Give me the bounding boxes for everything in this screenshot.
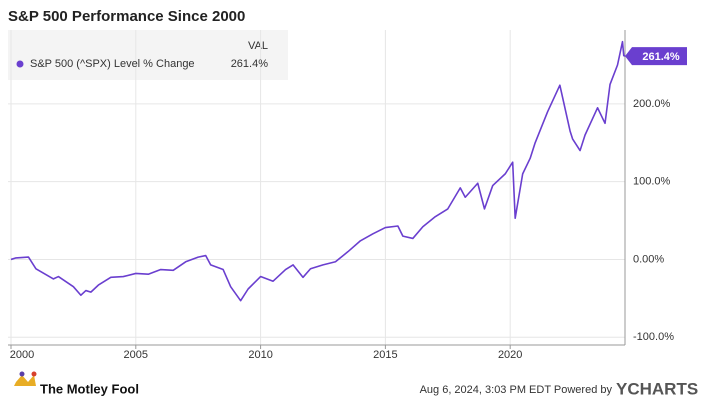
legend-marker [16, 60, 24, 68]
source: YCHARTS [616, 379, 698, 398]
x-tick-label: 2020 [498, 349, 522, 361]
y-tick-label: 200.0% [633, 98, 671, 110]
logo-bell [31, 371, 37, 377]
legend-box [8, 30, 288, 80]
x-tick-label: 2000 [10, 349, 34, 361]
legend-header: VAL [248, 40, 268, 52]
logo-text: The Motley Fool [40, 381, 139, 396]
y-tick-label: -100.0% [633, 331, 674, 343]
logo-bell [19, 371, 25, 377]
logo-icon [14, 371, 37, 386]
series-line [10, 40, 626, 302]
y-tick-label: 100.0% [633, 176, 671, 188]
x-tick-label: 2005 [124, 349, 148, 361]
y-tick-label: 0.00% [633, 253, 664, 265]
legend-value: 261.4% [231, 58, 269, 70]
logo-hat [14, 375, 36, 386]
footer-note: Aug 6, 2024, 3:03 PM EDT Powered by [420, 384, 613, 396]
x-tick-label: 2010 [248, 349, 272, 361]
grid [8, 30, 625, 345]
chart-title: S&P 500 Performance Since 2000 [8, 8, 245, 25]
x-tick-label: 2015 [373, 349, 397, 361]
legend-label: S&P 500 (^SPX) Level % Change [30, 58, 195, 70]
value-flag [625, 47, 687, 66]
value-label: 261.4% [642, 51, 680, 63]
